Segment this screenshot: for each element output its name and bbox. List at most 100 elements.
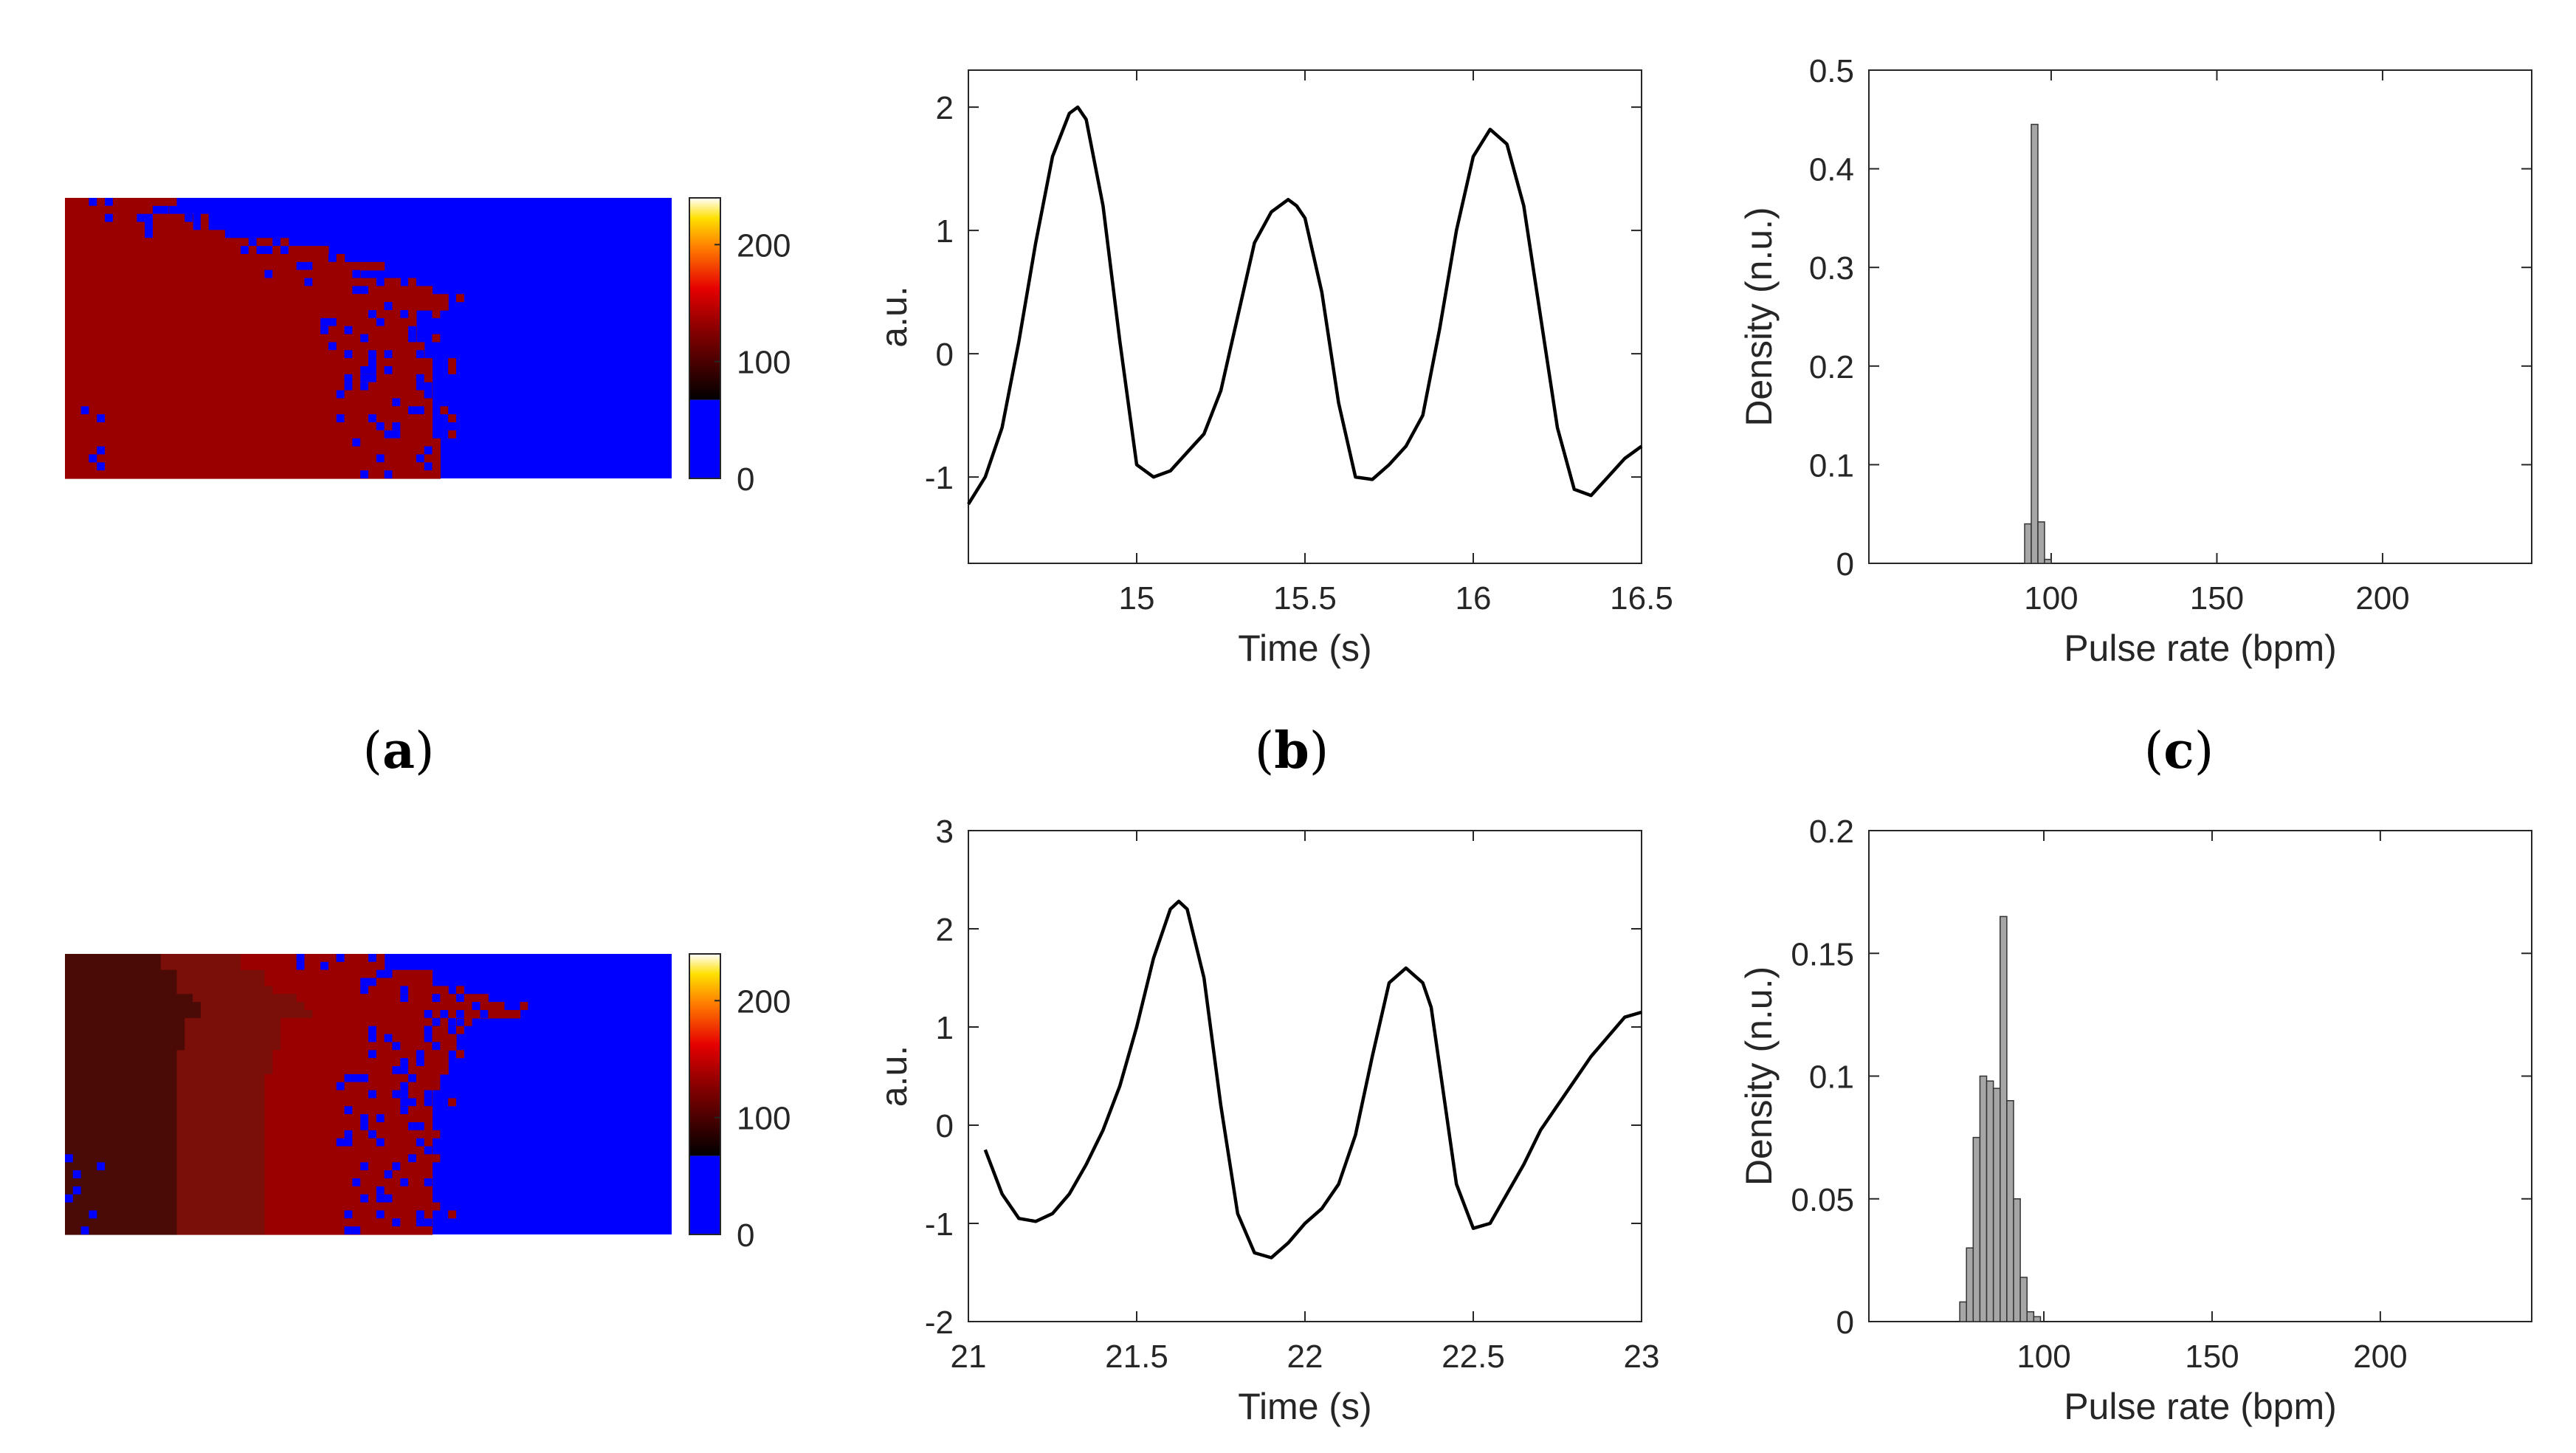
heatmap-noise-pixel <box>424 1010 433 1018</box>
colorbar-frame <box>689 953 721 1235</box>
heatmap-noise-pixel <box>392 422 401 430</box>
heatmap-noise-pixel <box>264 269 273 278</box>
heatmap-noise-pixel <box>376 317 385 326</box>
heatmap-row-segment <box>176 986 273 995</box>
heatmap-noise-pixel <box>89 198 97 206</box>
heatmap-row-segment <box>185 1017 281 1027</box>
heatmap-row-segment <box>176 1194 265 1203</box>
heatmap-row-segment <box>65 1226 178 1235</box>
heatmap-row <box>65 422 433 431</box>
heatmap-top-group: 0 100 200 <box>65 197 791 498</box>
heatmap-noise-pixel <box>416 1138 424 1147</box>
heatmap-row-segment <box>240 961 385 971</box>
heatmap-noise-pixel <box>344 326 353 334</box>
heatmap-row-segment <box>65 1066 178 1075</box>
heatmap-noise-pixel <box>360 286 368 295</box>
heatmap-noise-pixel <box>376 969 385 978</box>
x-tick-label: 15.5 <box>1273 580 1337 616</box>
heatmap-noise-pixel <box>256 246 265 254</box>
heatmap-noise-pixel <box>424 390 433 399</box>
x-axis-label: Time (s) <box>1238 1386 1371 1427</box>
heatmap-row <box>65 454 441 463</box>
y-tick-label: 1 <box>936 1010 954 1046</box>
heatmap-row-segment <box>200 1002 306 1011</box>
histogram-bar <box>2024 523 2032 564</box>
y-tick-label: -1 <box>925 460 954 496</box>
signal-line <box>967 105 1643 505</box>
heatmap-row <box>65 334 417 343</box>
heatmap-row <box>65 438 441 447</box>
heatmap-row-segment <box>200 1010 313 1019</box>
heatmap-row-segment <box>264 1194 433 1203</box>
heatmap-row <box>65 213 193 223</box>
heatmap-spill-pixel <box>448 430 456 439</box>
heatmap-noise-pixel <box>424 1026 433 1034</box>
heatmap-noise-pixel <box>368 954 376 962</box>
heatmap-spill-pixel <box>200 213 209 222</box>
subfigure-label-letter: b <box>1274 721 1309 780</box>
heatmap-spill-pixel <box>432 1154 441 1163</box>
heatmap-noise-pixel <box>360 1162 368 1171</box>
y-axis-label: Density (n.u.) <box>1738 966 1780 1186</box>
x-tick-label: 16.5 <box>1610 580 1673 616</box>
heatmap-row <box>65 221 193 231</box>
heatmap-row <box>65 317 417 327</box>
heatmap-row-segment <box>264 1098 433 1107</box>
heatmap-spill-pixel <box>448 414 456 422</box>
heatmap-noise-pixel <box>432 994 441 1003</box>
heatmap-row-segment <box>65 1218 178 1227</box>
y-axis-label: Density (n.u.) <box>1738 207 1780 426</box>
heatmap-noise-pixel <box>400 1058 409 1066</box>
subfigure-label-open: ( <box>1255 722 1275 780</box>
heatmap-row <box>65 310 417 319</box>
x-axis-label: Pulse rate (bpm) <box>2064 628 2337 669</box>
heatmap-noise-pixel <box>424 382 433 391</box>
heatmap-noise-pixel <box>400 986 409 995</box>
colorbar-tick-label: 200 <box>737 983 791 1020</box>
heatmap-noise-pixel <box>344 382 353 391</box>
heatmap-row-segment <box>65 1146 178 1155</box>
histogram-bar <box>2013 1198 2021 1322</box>
heatmap-noise-pixel <box>352 1226 361 1234</box>
histogram-bar <box>1959 1301 1967 1322</box>
heatmap-edge-pixel <box>97 1162 106 1171</box>
heatmap-row <box>65 470 441 479</box>
heatmap-noise-pixel <box>384 366 393 374</box>
heatmap-row-segment <box>264 1218 433 1227</box>
heatmap-row-segment <box>240 954 385 963</box>
heatmap-noise-pixel <box>455 994 464 1003</box>
histogram-bar <box>2037 521 2045 564</box>
histogram-bar <box>1972 1136 1981 1322</box>
heatmap-row <box>65 246 329 255</box>
hist-bottom-group: 100 150 200 0 0.05 0.1 0.15 0.2 Pulse rate (bpm)… <box>1738 814 2532 1427</box>
heatmap-noise-pixel <box>448 1026 456 1034</box>
heatmap-noise-pixel <box>352 269 361 278</box>
heatmap-row <box>65 261 385 271</box>
heatmap-noise-pixel <box>400 1178 409 1186</box>
heatmap-edge-pixel <box>72 1186 81 1195</box>
heatmap-row-segment <box>176 1218 265 1227</box>
y-tick-label: 3 <box>936 814 954 850</box>
heatmap-row-segment <box>264 969 433 979</box>
heatmap-noise-pixel <box>416 1218 424 1227</box>
heatmap-noise-pixel <box>368 358 376 366</box>
heatmap-row-segment <box>65 986 178 995</box>
heatmap-row-segment <box>65 1017 185 1027</box>
x-tick-label: 150 <box>2185 1339 2239 1375</box>
heatmap-noise-pixel <box>368 1034 376 1042</box>
plot-frame <box>1868 69 2532 564</box>
heatmap-noise-pixel <box>432 1017 441 1026</box>
y-tick-label: 0.2 <box>1809 349 1854 385</box>
heatmap-row <box>65 254 345 263</box>
heatmap-noise-pixel <box>105 213 113 222</box>
heatmap-row-segment <box>65 1178 178 1187</box>
y-tick-label: -2 <box>925 1305 954 1341</box>
heatmap-noise-pixel <box>384 350 393 359</box>
heatmap-noise-pixel <box>384 430 393 439</box>
heatmap-row-segment <box>272 1050 449 1059</box>
heatmap-noise-pixel <box>368 374 376 382</box>
heatmap-row <box>65 398 433 407</box>
heatmap-row-segment <box>176 1050 273 1059</box>
y-tick-label: 0 <box>1836 1305 1854 1341</box>
heatmap-row-segment <box>264 978 433 987</box>
